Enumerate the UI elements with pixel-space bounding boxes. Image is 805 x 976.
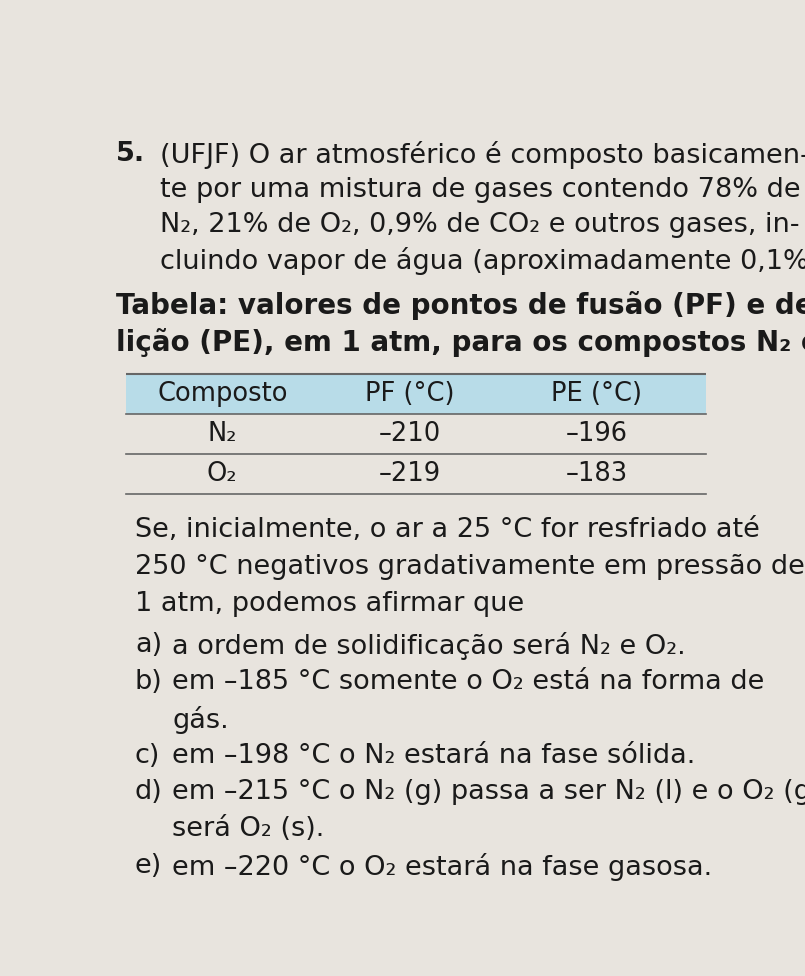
Text: em –198 °C o N₂ estará na fase sólida.: em –198 °C o N₂ estará na fase sólida. <box>172 743 696 768</box>
Text: a): a) <box>135 631 162 658</box>
Text: cluindo vapor de água (aproximadamente 0,1%).: cluindo vapor de água (aproximadamente 0… <box>160 248 805 275</box>
Bar <box>126 374 706 414</box>
Text: –210: –210 <box>378 421 440 447</box>
Text: em –185 °C somente o O₂ está na forma de: em –185 °C somente o O₂ está na forma de <box>172 669 765 695</box>
Text: N₂: N₂ <box>208 421 237 447</box>
Text: 5.: 5. <box>116 142 146 167</box>
Text: te por uma mistura de gases contendo 78% de: te por uma mistura de gases contendo 78%… <box>160 177 800 203</box>
Text: d): d) <box>135 780 163 805</box>
Text: Composto: Composto <box>157 381 287 407</box>
Text: –219: –219 <box>378 461 440 487</box>
Text: Se, inicialmente, o ar a 25 °C for resfriado até: Se, inicialmente, o ar a 25 °C for resfr… <box>135 517 760 543</box>
Text: lição (PE), em 1 atm, para os compostos N₂ e O₂: lição (PE), em 1 atm, para os compostos … <box>116 328 805 356</box>
Text: PF (°C): PF (°C) <box>365 381 454 407</box>
Text: será O₂ (s).: será O₂ (s). <box>172 817 324 842</box>
Text: c): c) <box>135 743 160 768</box>
Text: 1 atm, podemos afirmar que: 1 atm, podemos afirmar que <box>135 590 524 617</box>
Text: (UFJF) O ar atmosférico é composto basicamen-: (UFJF) O ar atmosférico é composto basic… <box>160 142 805 169</box>
Text: em –220 °C o O₂ estará na fase gasosa.: em –220 °C o O₂ estará na fase gasosa. <box>172 853 712 881</box>
Text: gás.: gás. <box>172 706 229 734</box>
Text: –196: –196 <box>566 421 628 447</box>
Text: 250 °C negativos gradativamente em pressão de: 250 °C negativos gradativamente em press… <box>135 554 805 580</box>
Text: a ordem de solidificação será N₂ e O₂.: a ordem de solidificação será N₂ e O₂. <box>172 631 686 660</box>
Text: O₂: O₂ <box>207 461 237 487</box>
Text: PE (°C): PE (°C) <box>551 381 642 407</box>
Text: N₂, 21% de O₂, 0,9% de CO₂ e outros gases, in-: N₂, 21% de O₂, 0,9% de CO₂ e outros gase… <box>160 212 799 238</box>
Text: b): b) <box>135 669 163 695</box>
Text: em –215 °C o N₂ (g) passa a ser N₂ (l) e o O₂ (g): em –215 °C o N₂ (g) passa a ser N₂ (l) e… <box>172 780 805 805</box>
Text: e): e) <box>135 853 162 879</box>
Text: –183: –183 <box>565 461 628 487</box>
Text: Tabela: valores de pontos de fusão (PF) e de ebu-: Tabela: valores de pontos de fusão (PF) … <box>116 291 805 319</box>
